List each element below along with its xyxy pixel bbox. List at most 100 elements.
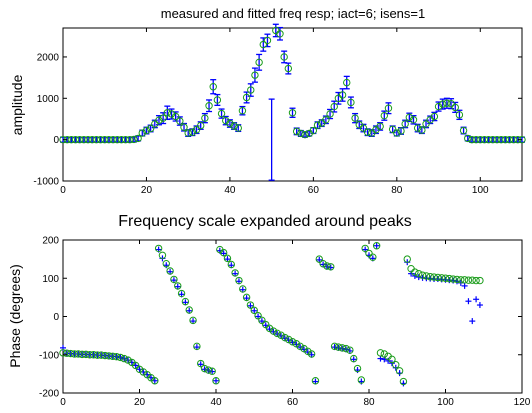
phase-fit-point	[235, 276, 243, 285]
amplitude-fit-point	[134, 134, 142, 143]
phase-fit-point	[223, 254, 232, 263]
amplitude-error-bar	[331, 100, 338, 113]
phase-fit-point	[284, 335, 293, 344]
phase-fit-point	[177, 289, 186, 298]
amplitude-fit-point	[180, 123, 188, 131]
phase-fit-point	[330, 342, 339, 351]
amplitude-fit-point	[418, 126, 426, 134]
phase-fit-point	[468, 276, 476, 284]
amplitude-fit-point	[326, 110, 334, 118]
amplitude-error-bar	[264, 33, 271, 48]
phase-fit-point	[472, 276, 480, 285]
phase-fit-point	[204, 366, 213, 374]
phase-fit-point	[350, 354, 358, 363]
amplitude-fit-point	[251, 71, 259, 79]
phase-fit-point	[181, 297, 190, 306]
amplitude-fit-point	[297, 129, 305, 138]
phase-fit-point	[120, 354, 128, 363]
amplitude-fit-point	[263, 36, 272, 45]
phase-fit-point	[395, 367, 404, 375]
phase-measured-point	[113, 353, 120, 360]
phase-fit-point	[453, 275, 461, 284]
phase-fit-point	[323, 262, 331, 270]
phase-fit-point	[273, 329, 281, 338]
phase-fit-point	[254, 312, 262, 320]
phase-measured-point	[469, 318, 476, 325]
phase-fit-point	[464, 276, 473, 284]
phase-y-tick-label: -200	[39, 389, 59, 400]
amplitude-fit-point	[351, 114, 359, 122]
phase-fit-point	[437, 274, 446, 282]
amplitude-fit-point	[142, 126, 151, 135]
amplitude-fit-point	[238, 107, 247, 115]
amplitude-fit-point	[509, 135, 518, 144]
amplitude-fit-point	[284, 64, 293, 73]
amplitude-fit-point	[84, 135, 92, 144]
amplitude-fit-point	[455, 111, 464, 119]
phase-fit-point	[296, 342, 304, 351]
amplitude-error-bar	[427, 115, 434, 125]
phase-fit-point	[74, 350, 83, 358]
phase-fit-point	[342, 344, 350, 353]
phase-measured-point	[473, 296, 480, 303]
amplitude-fit-point	[205, 102, 213, 110]
amplitude-error-bar	[193, 125, 200, 135]
amplitude-fit-point	[192, 126, 201, 134]
phase-fit-point	[392, 360, 400, 369]
amplitude-fit-point	[313, 121, 322, 129]
phase-fit-point	[403, 255, 411, 263]
phase-fit-point	[445, 274, 454, 283]
amplitude-fit-point	[397, 127, 405, 135]
phase-fit-point	[89, 351, 98, 359]
amplitude-fit-point	[447, 99, 455, 108]
phase-marks	[59, 242, 484, 387]
phase-fit-point	[105, 352, 113, 360]
amplitude-error-bar	[360, 123, 367, 133]
phase-fit-point	[231, 269, 239, 277]
amplitude-fit-point	[138, 129, 146, 137]
phase-y-tick-label: 100	[42, 274, 59, 285]
amplitude-fit-point	[188, 128, 197, 136]
phase-fit-point	[174, 282, 182, 290]
amplitude-fit-point	[380, 111, 388, 120]
plot-area-amplitude	[62, 27, 523, 182]
phase-fit-point	[116, 353, 125, 362]
amplitude-fit-point	[434, 102, 443, 111]
amplitude-fit-point	[384, 104, 393, 112]
amplitude-x-tick-label: 60	[308, 185, 320, 196]
amplitude-error-bar	[339, 88, 346, 102]
phase-fit-point	[457, 276, 465, 284]
amplitude-fit-point	[184, 129, 192, 137]
phase-fit-point	[334, 343, 343, 351]
amplitude-fit-point	[480, 135, 489, 144]
phase-fit-point	[415, 269, 423, 278]
amplitude-fit-point	[489, 135, 497, 144]
amplitude-error-bar	[243, 91, 250, 104]
phase-fit-point	[124, 356, 132, 364]
amplitude-error-bar	[256, 53, 263, 71]
phase-fit-point	[208, 367, 216, 375]
phase-fit-point	[365, 249, 373, 258]
phase-fit-point	[269, 327, 278, 335]
phase-fit-point	[353, 364, 362, 373]
amplitude-fit-point	[505, 135, 514, 144]
amplitude-fit-point	[493, 135, 501, 144]
amplitude-fit-point	[75, 135, 84, 144]
phase-fit-point	[66, 349, 75, 358]
phase-fit-point	[460, 276, 469, 284]
amplitude-fit-point	[71, 135, 80, 144]
phase-fit-point	[449, 275, 457, 283]
phase-measured-point	[476, 302, 483, 309]
phase-fit-point	[227, 260, 236, 269]
phase-fit-point	[476, 276, 484, 285]
chart-title-phase: Frequency scale expanded around peaks	[118, 213, 412, 230]
amplitude-fit-point	[197, 121, 205, 130]
amplitude-error-bar	[226, 119, 233, 128]
phase-fit-point	[258, 316, 266, 325]
phase-fit-point	[193, 342, 201, 351]
amplitude-fit-point	[501, 135, 510, 144]
phase-fit-point	[262, 320, 270, 329]
amplitude-plot: measured and fitted freq resp; iact=6; i…	[9, 6, 526, 196]
amplitude-error-bar	[414, 123, 421, 133]
